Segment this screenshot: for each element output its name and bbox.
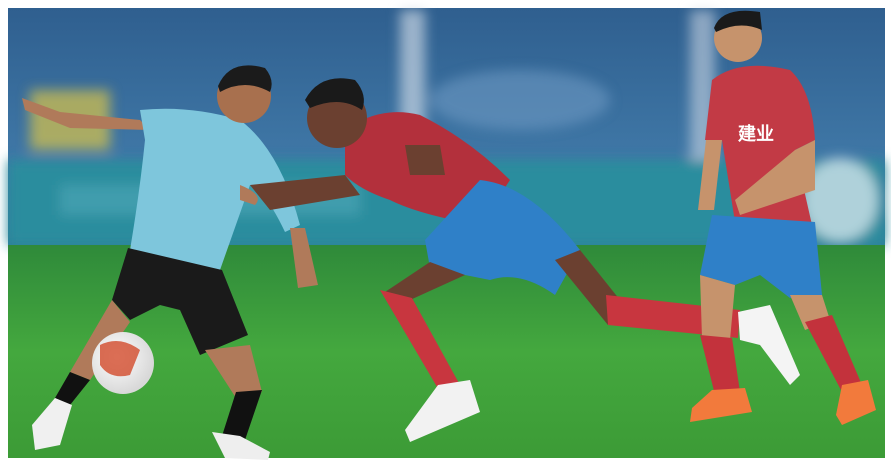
jersey-text: 建业 (738, 123, 774, 145)
leg (700, 275, 735, 340)
arm (290, 228, 318, 288)
boot (32, 398, 72, 450)
ball-pattern (100, 341, 140, 377)
boot (690, 388, 752, 422)
boot (738, 305, 800, 385)
shorts (700, 215, 822, 298)
logo-blob (802, 158, 878, 242)
leg (205, 345, 262, 398)
boot (836, 380, 876, 425)
arm (240, 185, 258, 205)
hair (714, 10, 762, 32)
arm (405, 145, 445, 175)
boot (405, 380, 480, 442)
sock (55, 372, 90, 405)
sock (700, 335, 740, 395)
shorts (112, 248, 248, 355)
sock (805, 315, 862, 392)
hair (305, 78, 364, 110)
leg (555, 250, 620, 325)
boot (212, 432, 270, 460)
banner-glow (430, 70, 610, 130)
leg (385, 262, 465, 300)
arm (250, 175, 360, 210)
arm (22, 98, 150, 130)
player-red-standing: 建业 (690, 10, 876, 425)
sock (222, 390, 262, 440)
shorts (425, 180, 580, 295)
shirt (130, 108, 300, 270)
leg (70, 300, 130, 380)
sock (380, 290, 460, 392)
player-light-blue (22, 65, 318, 460)
arm (698, 140, 722, 210)
arm (735, 140, 815, 215)
hair (218, 65, 272, 92)
